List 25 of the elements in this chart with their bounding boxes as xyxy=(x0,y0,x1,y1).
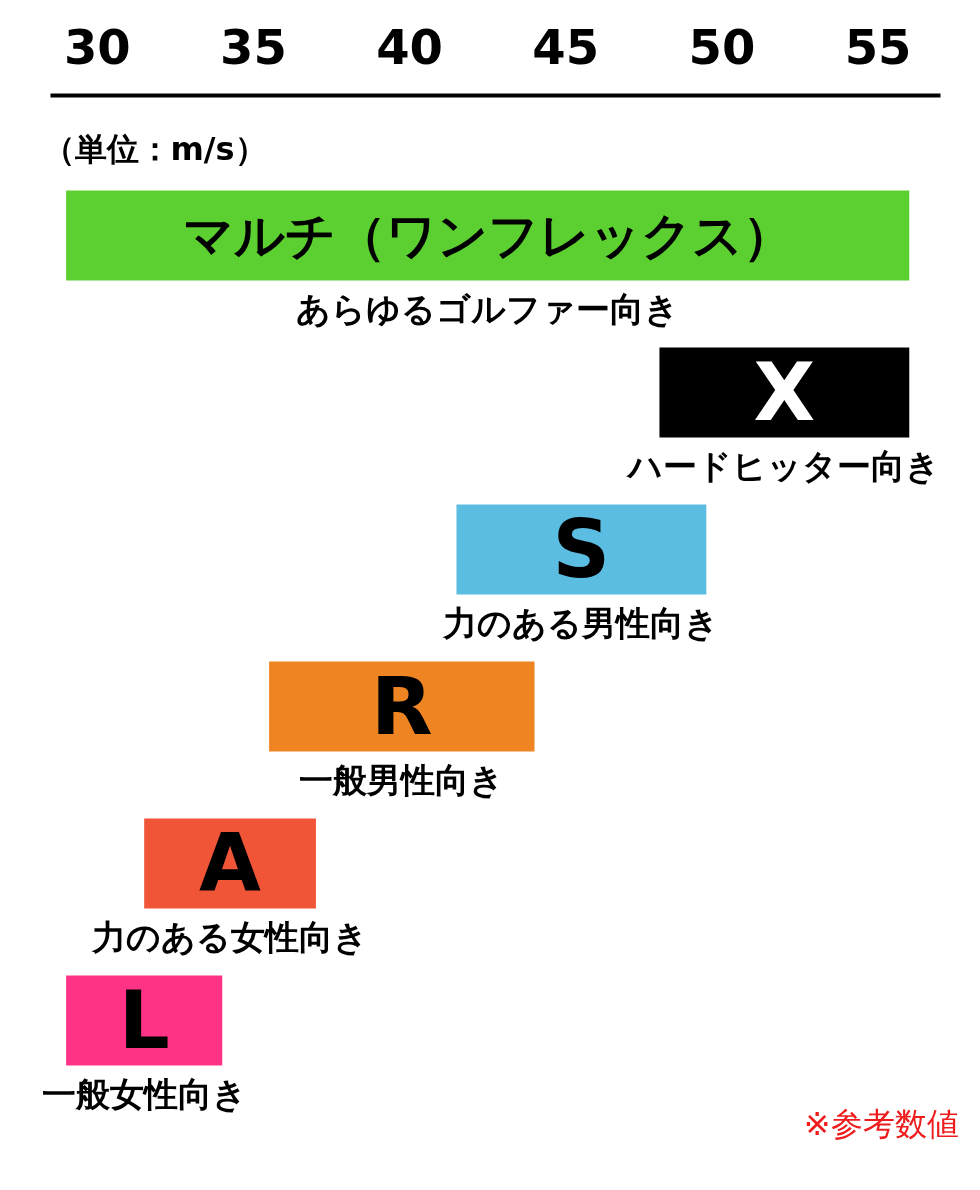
bar xyxy=(456,504,707,595)
bar xyxy=(66,190,910,281)
y-tick-label: L xyxy=(118,974,170,1067)
annotation: あらゆるゴルファー向き xyxy=(296,289,680,330)
x-axis-title: （単位：m/s） xyxy=(42,129,267,168)
bar xyxy=(269,661,535,752)
x-tick-label: 50 xyxy=(688,18,756,75)
y-tick-label: A xyxy=(199,817,262,910)
annotation: 一般男性向き xyxy=(299,760,505,801)
annotation: 力のある女性向き xyxy=(91,917,369,958)
x-tick-label: 55 xyxy=(844,18,912,75)
y-tick-label: マルチ（ワンフレックス） xyxy=(182,206,793,265)
bar xyxy=(659,347,910,438)
annotation: 力のある男性向き xyxy=(442,603,720,644)
x-tick-label: 40 xyxy=(376,18,444,75)
y-tick-label: X xyxy=(753,346,816,439)
x-tick-label: 30 xyxy=(63,18,131,75)
text: ※参考数値 xyxy=(803,1105,959,1144)
y-tick-label: R xyxy=(371,660,433,753)
annotation: 一般女性向き xyxy=(41,1074,247,1115)
x-tick-label: 35 xyxy=(220,18,287,75)
bar xyxy=(66,975,223,1066)
annotation: ハードヒッター向き xyxy=(626,446,941,487)
y-tick-label: S xyxy=(552,503,611,596)
x-tick-label: 45 xyxy=(532,18,600,75)
